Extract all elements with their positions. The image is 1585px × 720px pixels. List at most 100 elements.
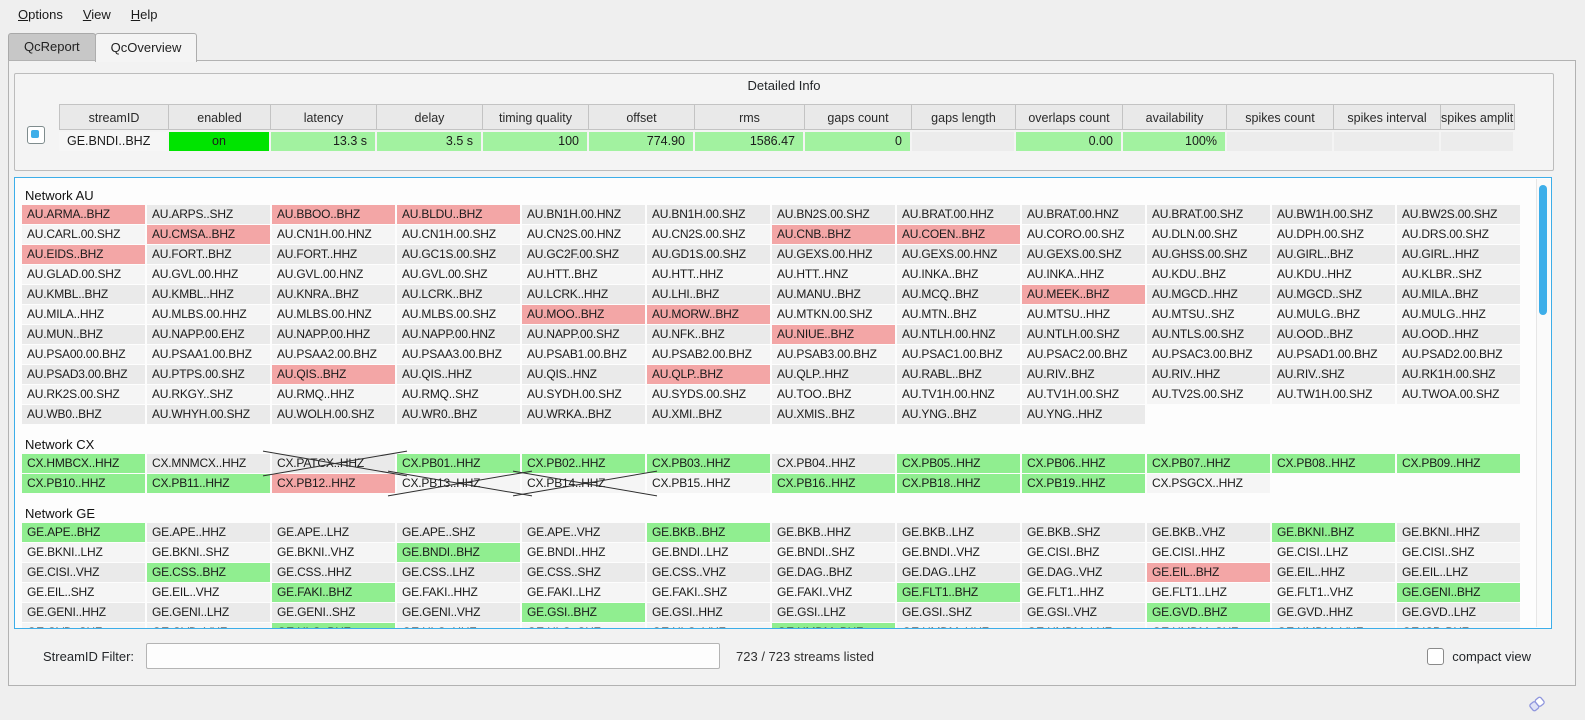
column-header-offset[interactable]: offset (589, 104, 695, 130)
stream-cell[interactable]: AU.PSAB3.00.BHZ (772, 345, 895, 364)
stream-cell[interactable]: GE.FAKI..HHZ (397, 583, 520, 602)
stream-cell[interactable]: AU.MTSU..HHZ (1022, 305, 1145, 324)
stream-cell[interactable]: AU.PSAA2.00.BHZ (272, 345, 395, 364)
stream-cell[interactable]: AU.WOLH.00.SHZ (272, 405, 395, 424)
stream-cell[interactable]: GE.HMDM..HHZ (897, 623, 1020, 628)
stream-cell[interactable]: GE.HLG..BHZ (272, 623, 395, 628)
stream-cell[interactable]: AU.HTT..HNZ (772, 265, 895, 284)
stream-cell[interactable]: AU.MULG..HHZ (1397, 305, 1520, 324)
stream-cell[interactable]: GE.EIL..SHZ (22, 583, 145, 602)
stream-cell[interactable]: CX.PATCX..HHZ (272, 454, 395, 473)
stream-cell[interactable]: AU.PSAB1.00.BHZ (522, 345, 645, 364)
stream-cell[interactable]: AU.PSAC2.00.BHZ (1022, 345, 1145, 364)
stream-cell[interactable]: GE.APE..BHZ (22, 523, 145, 542)
stream-cell[interactable]: GE.FAKI..VHZ (772, 583, 895, 602)
stream-cell[interactable]: AU.KMBL..HHZ (147, 285, 270, 304)
stream-cell[interactable]: AU.PSAA3.00.BHZ (397, 345, 520, 364)
stream-cell[interactable]: AU.FORT..BHZ (147, 245, 270, 264)
stream-cell[interactable]: AU.TV1H.00.HNZ (897, 385, 1020, 404)
stream-cell[interactable]: GE.GVD..BHZ (1147, 603, 1270, 622)
stream-cell[interactable]: GE.FAKI..LHZ (522, 583, 645, 602)
stream-cell[interactable]: GE.BNDI..VHZ (897, 543, 1020, 562)
stream-cell[interactable]: AU.LCRK..HHZ (522, 285, 645, 304)
column-header-spikes-count[interactable]: spikes count (1227, 104, 1334, 130)
stream-cell[interactable]: GE.CSS..HHZ (272, 563, 395, 582)
stream-cell[interactable]: AU.HTT..HHZ (647, 265, 770, 284)
stream-cell[interactable]: AU.TW1H.00.SHZ (1272, 385, 1395, 404)
stream-cell[interactable]: AU.PSAA1.00.BHZ (147, 345, 270, 364)
stream-cell[interactable]: AU.CN2S.00.HNZ (522, 225, 645, 244)
stream-cell[interactable]: CX.PB19..HHZ (1022, 474, 1145, 493)
stream-cell[interactable]: CX.PB07..HHZ (1147, 454, 1270, 473)
stream-cell[interactable]: GE.HMDM..BHZ (772, 623, 895, 628)
column-header-timing-quality[interactable]: timing quality (483, 104, 589, 130)
stream-cell[interactable]: GE.GENI..BHZ (1397, 583, 1520, 602)
stream-cell[interactable]: AU.NIUE..BHZ (772, 325, 895, 344)
stream-cell[interactable]: GE.GSI..VHZ (1022, 603, 1145, 622)
stream-cell[interactable]: GE.FAKI..SHZ (647, 583, 770, 602)
stream-cell[interactable]: AU.MGCD..SHZ (1272, 285, 1395, 304)
stream-cell[interactable]: CX.PB06..HHZ (1022, 454, 1145, 473)
stream-cell[interactable]: AU.PSAD2.00.BHZ (1397, 345, 1520, 364)
stream-cell[interactable]: AU.MOO..BHZ (522, 305, 645, 324)
stream-cell[interactable]: AU.OOD..HHZ (1397, 325, 1520, 344)
stream-cell[interactable]: GE.FLT1..HHZ (1022, 583, 1145, 602)
stream-cell[interactable]: AU.MTKN.00.SHZ (772, 305, 895, 324)
stream-cell[interactable]: GE.GVD..HHZ (1272, 603, 1395, 622)
stream-cell[interactable]: GE.HLG..VHZ (647, 623, 770, 628)
stream-cell[interactable]: AU.LHI..BHZ (647, 285, 770, 304)
stream-cell[interactable]: AU.NAPP.00.SHZ (522, 325, 645, 344)
stream-cell[interactable]: AU.BN1H.00.HNZ (522, 205, 645, 224)
stream-cell[interactable]: AU.QLP..HHZ (772, 365, 895, 384)
stream-cell[interactable]: CX.PB02..HHZ (522, 454, 645, 473)
stream-cell[interactable]: AU.WRKA..BHZ (522, 405, 645, 424)
column-header-spikes-interval[interactable]: spikes interval (1334, 104, 1441, 130)
stream-cell[interactable]: AU.INKA..HHZ (1022, 265, 1145, 284)
stream-cell[interactable]: CX.HMBCX..HHZ (22, 454, 145, 473)
stream-cell[interactable]: CX.PB15..HHZ (647, 474, 770, 493)
stream-cell[interactable]: CX.PB11..HHZ (147, 474, 270, 493)
stream-cell[interactable]: AU.GEXS.00.SHZ (1022, 245, 1145, 264)
stream-cell[interactable]: GE.EIL..LHZ (1397, 563, 1520, 582)
stream-cell[interactable]: AU.ARMA..BHZ (22, 205, 145, 224)
stream-cell[interactable]: AU.MUN..BHZ (22, 325, 145, 344)
stream-cell[interactable]: AU.MTN..BHZ (897, 305, 1020, 324)
stream-cell[interactable]: AU.PSAD3.00.BHZ (22, 365, 145, 384)
stream-cell[interactable]: CX.PB18..HHZ (897, 474, 1020, 493)
stream-cell[interactable]: GE.BKB..VHZ (1147, 523, 1270, 542)
stream-cell[interactable]: GE.GENI..LHZ (147, 603, 270, 622)
stream-cell[interactable]: AU.TOO..BHZ (772, 385, 895, 404)
stream-cell[interactable]: AU.TWOA.00.SHZ (1397, 385, 1520, 404)
stream-cell[interactable]: AU.QIS..BHZ (272, 365, 395, 384)
stream-cell[interactable]: GE.GENI..SHZ (272, 603, 395, 622)
stream-cell[interactable]: GE.DAG..BHZ (772, 563, 895, 582)
stream-cell[interactable]: CX.PSGCX..HHZ (1147, 474, 1270, 493)
stream-cell[interactable]: GE.BKNI..VHZ (272, 543, 395, 562)
stream-cell[interactable]: GE.BKB..HHZ (772, 523, 895, 542)
stream-cell[interactable]: AU.PSA00.00.BHZ (22, 345, 145, 364)
stream-cell[interactable]: AU.PSAC3.00.BHZ (1147, 345, 1270, 364)
stream-cell[interactable]: GE.HMDM..VHZ (1272, 623, 1395, 628)
stream-cell[interactable]: GE.GENI..VHZ (397, 603, 520, 622)
menu-view[interactable]: View (73, 3, 121, 26)
stream-cell[interactable]: GE.CISI..SHZ (1397, 543, 1520, 562)
stream-cell[interactable]: AU.MORW..BHZ (647, 305, 770, 324)
stream-cell[interactable]: GE.HLG..HHZ (397, 623, 520, 628)
stream-cell[interactable]: CX.PB03..HHZ (647, 454, 770, 473)
stream-cell[interactable]: GE.GVD..VHZ (147, 623, 270, 628)
stream-cell[interactable]: AU.NTLH.00.HNZ (897, 325, 1020, 344)
stream-cell[interactable]: AU.ARPS..SHZ (147, 205, 270, 224)
stream-cell[interactable]: AU.RIV..SHZ (1272, 365, 1395, 384)
stream-cell[interactable]: CX.PB04..HHZ (772, 454, 895, 473)
stream-cell[interactable]: GE.CSS..BHZ (147, 563, 270, 582)
stream-cell[interactable]: AU.RMQ..HHZ (272, 385, 395, 404)
stream-cell[interactable]: AU.GC1S.00.SHZ (397, 245, 520, 264)
stream-cell[interactable]: AU.RKGY..SHZ (147, 385, 270, 404)
stream-cell[interactable]: AU.BRAT.00.SHZ (1147, 205, 1270, 224)
stream-cell[interactable]: AU.QLP..BHZ (647, 365, 770, 384)
stream-cell[interactable]: AU.CN2S.00.SHZ (647, 225, 770, 244)
stream-cell[interactable]: GE.EIL..VHZ (147, 583, 270, 602)
stream-cell[interactable]: AU.MLBS.00.SHZ (397, 305, 520, 324)
stream-cell[interactable]: AU.RIV..HHZ (1147, 365, 1270, 384)
stream-cell[interactable]: AU.DPH.00.SHZ (1272, 225, 1395, 244)
